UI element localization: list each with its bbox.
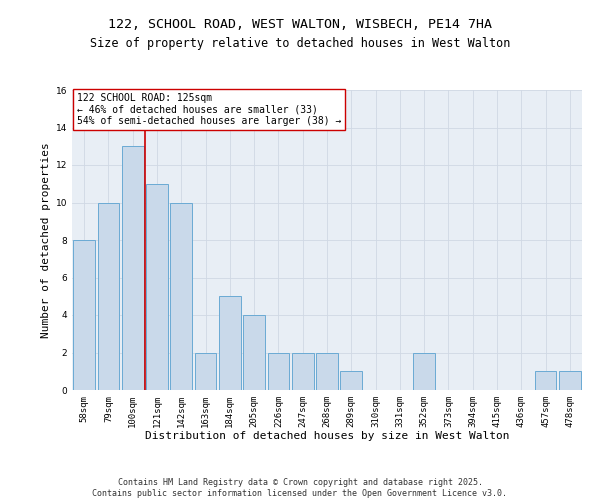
Bar (316, 352, 338, 390)
Bar (219, 296, 241, 390)
Bar (292, 352, 314, 390)
X-axis label: Distribution of detached houses by size in West Walton: Distribution of detached houses by size … (145, 432, 509, 442)
Text: Contains HM Land Registry data © Crown copyright and database right 2025.
Contai: Contains HM Land Registry data © Crown c… (92, 478, 508, 498)
Bar (122, 146, 143, 390)
Text: Size of property relative to detached houses in West Walton: Size of property relative to detached ho… (90, 38, 510, 51)
Bar (559, 371, 581, 390)
Text: 122 SCHOOL ROAD: 125sqm
← 46% of detached houses are smaller (33)
54% of semi-de: 122 SCHOOL ROAD: 125sqm ← 46% of detache… (77, 93, 341, 126)
Bar (535, 371, 556, 390)
Bar (243, 315, 265, 390)
Bar (340, 371, 362, 390)
Y-axis label: Number of detached properties: Number of detached properties (41, 142, 52, 338)
Bar (413, 352, 435, 390)
Bar (268, 352, 289, 390)
Bar (97, 202, 119, 390)
Bar (73, 240, 95, 390)
Bar (194, 352, 217, 390)
Bar (146, 184, 168, 390)
Bar (170, 202, 192, 390)
Text: 122, SCHOOL ROAD, WEST WALTON, WISBECH, PE14 7HA: 122, SCHOOL ROAD, WEST WALTON, WISBECH, … (108, 18, 492, 30)
